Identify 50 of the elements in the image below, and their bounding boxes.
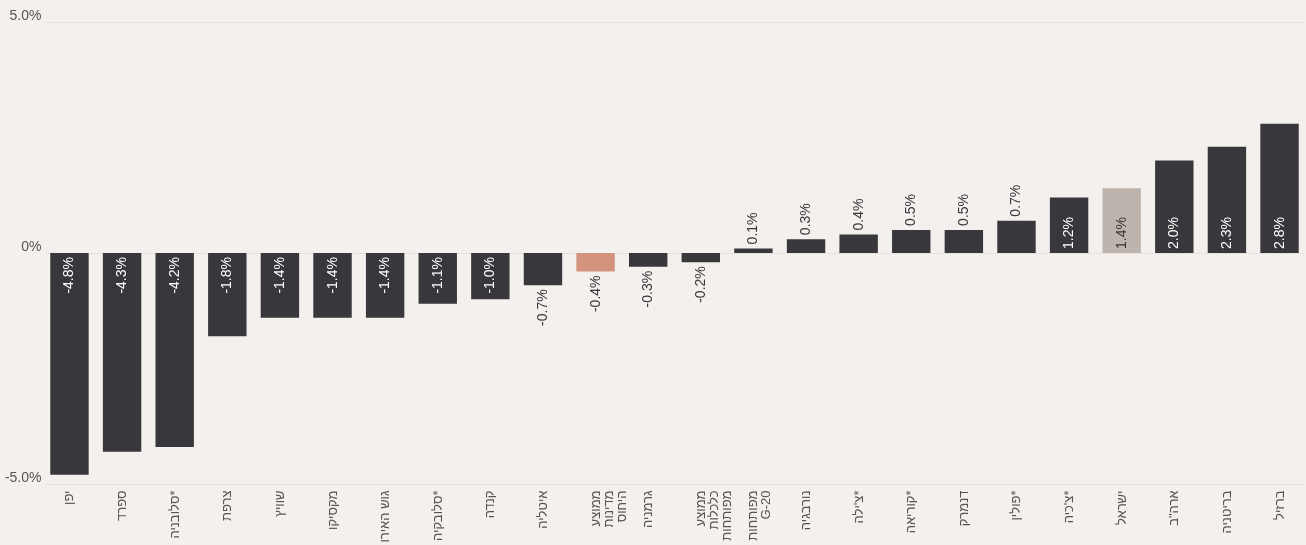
x-tick-label: שוויץ (271, 490, 287, 517)
data-label: 0.1% (744, 212, 761, 245)
x-tick-label: ממוצע כלכלות מפותחות (692, 490, 734, 541)
x-tick-label: סלובניה* (166, 490, 182, 539)
x-tick-label: יפן (61, 490, 77, 505)
x-tick-label: קוריאה* (903, 490, 919, 534)
y-tick-label: -5.0% (4, 468, 42, 485)
data-label: -4.8% (60, 257, 77, 294)
data-label: -1.0% (481, 257, 498, 294)
data-label: -1.1% (428, 257, 445, 294)
x-tick-label: איטליה (534, 490, 550, 529)
data-label: -4.3% (113, 257, 130, 294)
data-label: 0.3% (797, 203, 814, 236)
data-label: 2.0% (1165, 217, 1182, 249)
data-label: 2.8% (1270, 217, 1287, 249)
x-tick-label: סלובקיה* (429, 490, 445, 541)
x-tick-label: בריטניה (1218, 490, 1234, 534)
data-label: -0.3% (639, 270, 656, 308)
data-label: 2.3% (1217, 217, 1234, 249)
x-tick-label: נורבגיה (798, 490, 814, 531)
x-tick-label: דנמרק (955, 490, 971, 527)
y-tick-label: 0% (21, 237, 42, 254)
data-label: 1.2% (1060, 217, 1077, 249)
data-label: 0.5% (954, 193, 971, 226)
y-tick-label: 5.0% (9, 6, 42, 23)
x-tick-label: מקסיקו (324, 490, 340, 530)
data-label: 0.7% (1007, 184, 1024, 217)
data-label: -0.7% (533, 289, 550, 326)
data-label: -4.2% (165, 257, 182, 294)
x-tick-label: גוש האירו (377, 490, 393, 543)
x-tick-label: צ'ילה* (850, 490, 866, 524)
x-tick-label: פולין* (1008, 490, 1024, 521)
data-label: -0.4% (586, 275, 603, 313)
data-label: 0.4% (849, 198, 866, 231)
data-label: -1.8% (218, 257, 235, 294)
x-tick-label: קנדה (482, 490, 498, 519)
x-tick-label: ספרד (114, 490, 130, 521)
data-label: 1.4% (1112, 217, 1129, 249)
x-tick-label: ברזיל (1271, 490, 1287, 520)
data-label: -1.4% (376, 257, 393, 294)
data-label: -0.2% (691, 266, 708, 303)
x-tick-label: גרמניה (640, 490, 656, 528)
data-label: -1.4% (270, 257, 287, 294)
data-label: -1.4% (323, 257, 340, 294)
data-label: 0.5% (902, 193, 919, 226)
x-tick-label: ישראל (1113, 490, 1129, 526)
x-tick-label: ארה"ב (1166, 490, 1182, 526)
x-tick-label: צרפת (219, 490, 235, 522)
x-tick-label: ממוצע מדינות היחוס (587, 490, 629, 528)
x-tick-label: צ'כיה* (1061, 490, 1077, 524)
